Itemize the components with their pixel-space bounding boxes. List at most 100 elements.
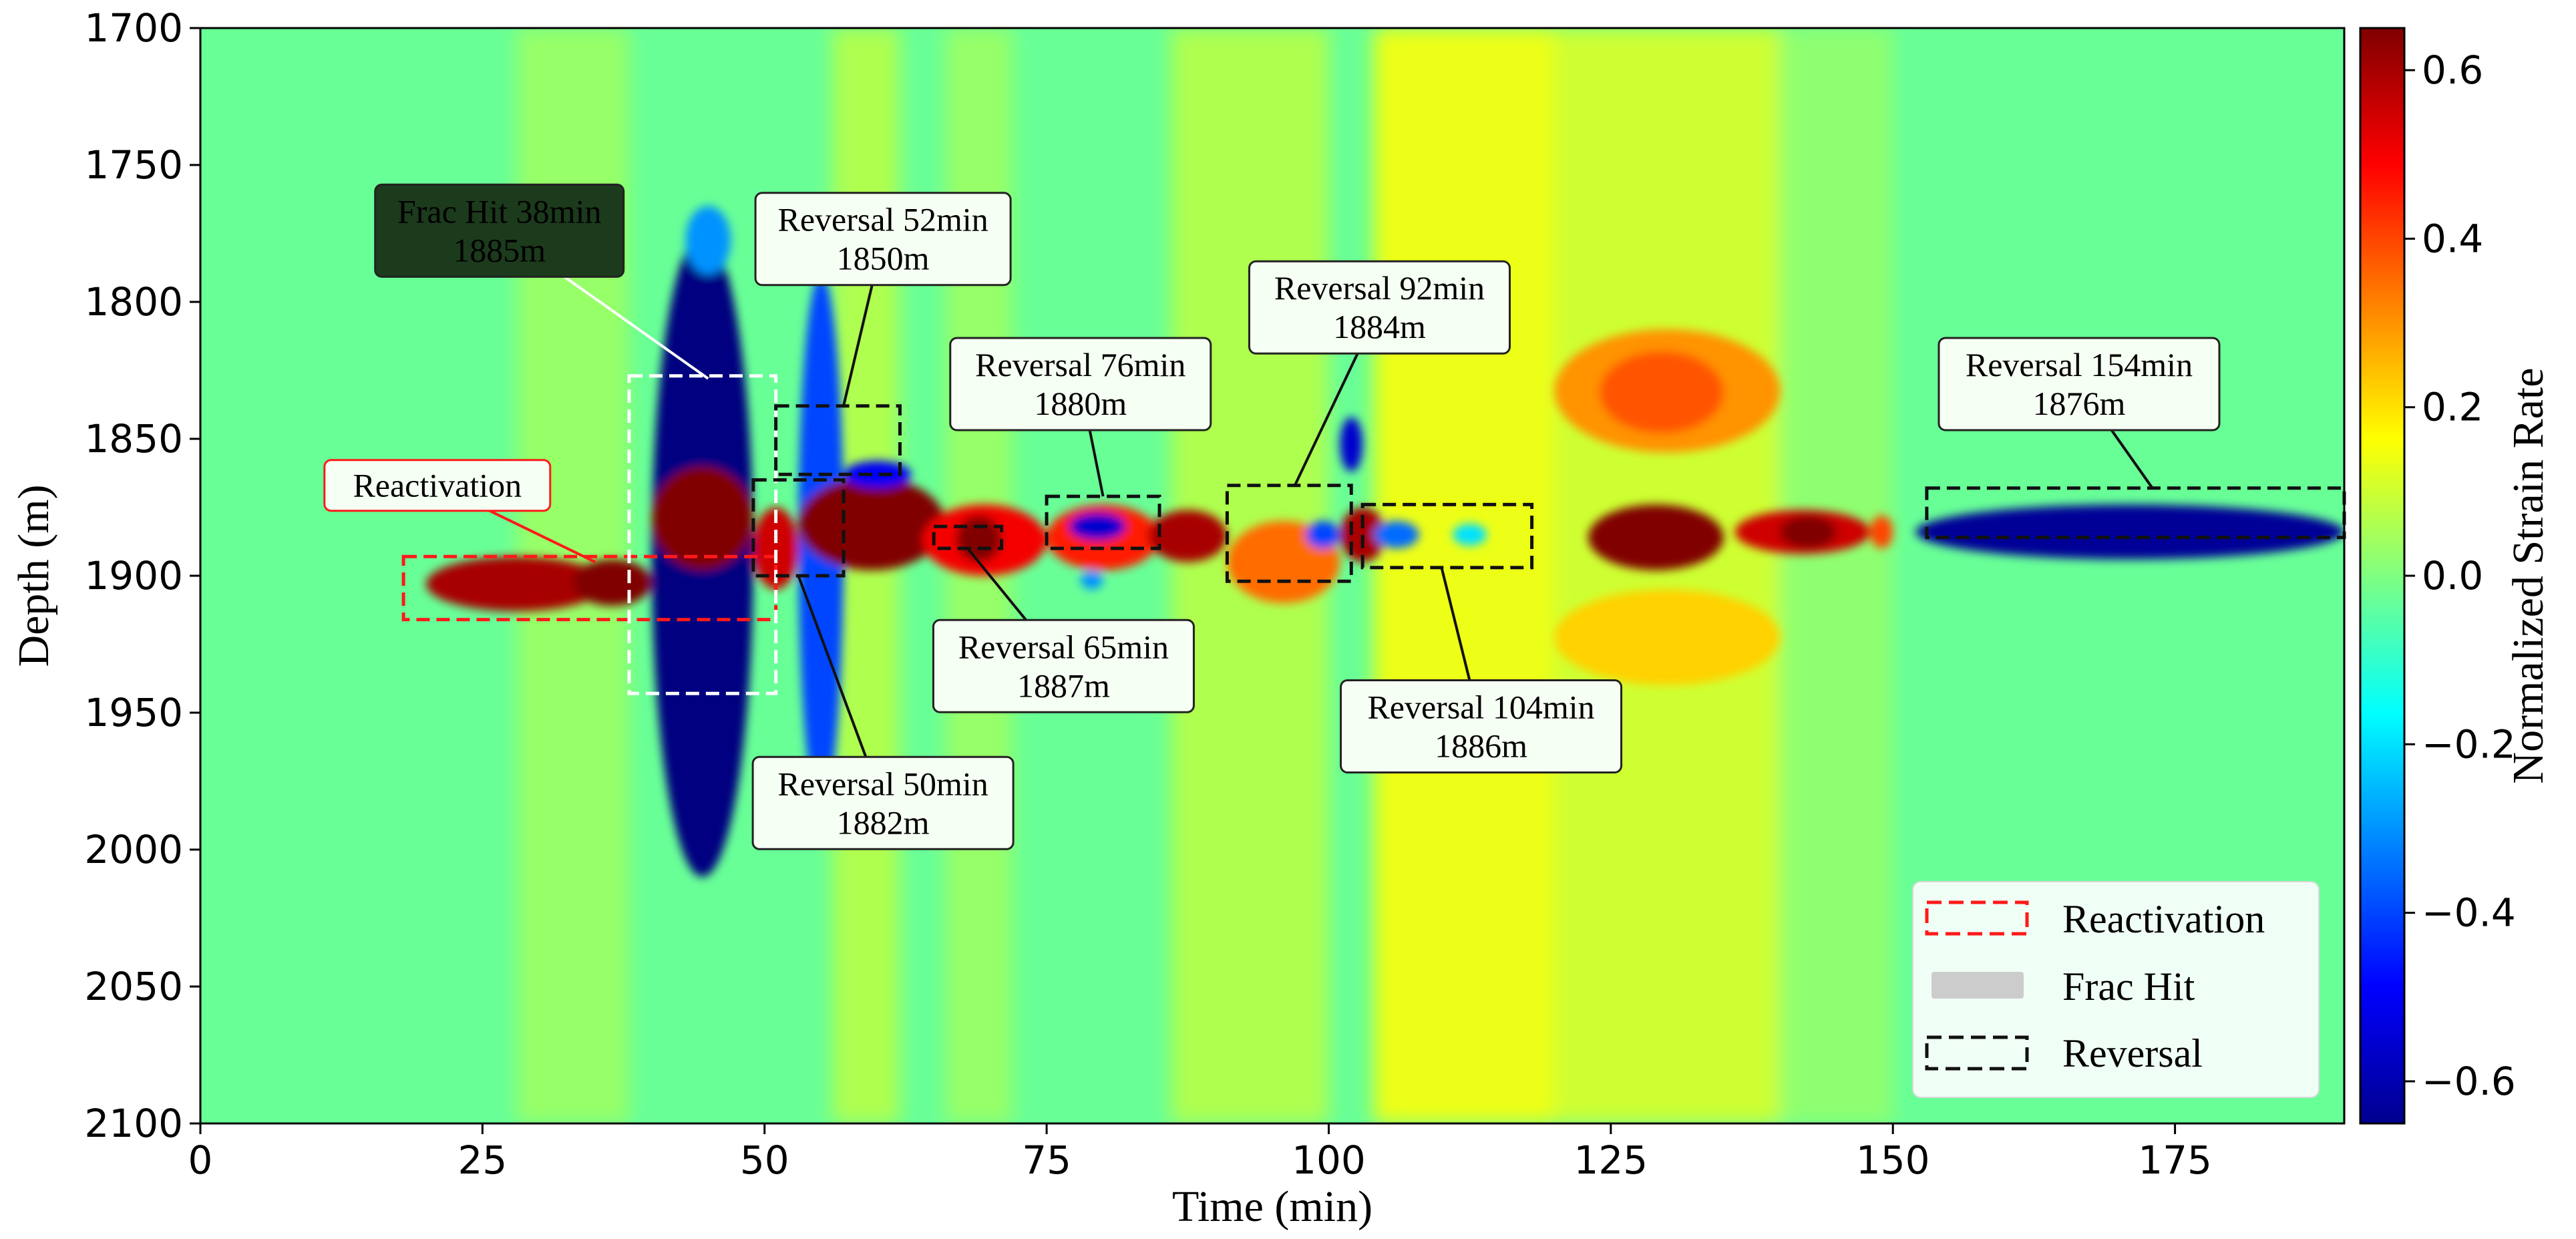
colorbar-tick-label: −0.2 (2422, 721, 2516, 767)
y-tick-label: 1950 (84, 690, 183, 735)
heatmap-feature (1870, 515, 1893, 549)
annotation-text: 1880m (1034, 385, 1127, 422)
heatmap-feature (651, 466, 753, 570)
heatmap-feature (1554, 589, 1781, 685)
y-tick-label: 1800 (84, 279, 183, 325)
heatmap-feature (685, 206, 731, 275)
annotation-text: 1885m (453, 231, 546, 269)
y-axis-ticks: 1700 1750 1800 1850 1900 1950 2000 2050 2100 (84, 5, 200, 1146)
annotation-text: 1850m (837, 240, 930, 277)
annotation-text: 1884m (1333, 308, 1426, 345)
annotation-text: Reversal 154min (1966, 346, 2193, 383)
x-tick-label: 75 (1022, 1137, 1071, 1183)
heatmap-band (1554, 28, 1781, 1123)
heatmap-feature (1080, 570, 1103, 590)
y-tick-label: 2050 (84, 964, 183, 1009)
x-tick-label: 25 (457, 1137, 507, 1183)
heatmap-feature (572, 559, 652, 606)
legend-reactivation-swatch (1925, 900, 2029, 936)
colorbar-ticks: 0.6 0.4 0.2 0.0 −0.2 −0.4 −0.6 (2404, 47, 2516, 1104)
y-tick-label: 2100 (84, 1101, 183, 1146)
heatmap-feature (1599, 351, 1724, 433)
legend-frame (1912, 881, 2320, 1098)
annotation-text: 1882m (837, 804, 930, 841)
heatmap-feature (1588, 504, 1724, 570)
annotation-label-box (323, 459, 552, 512)
heatmap-band (1374, 28, 1555, 1123)
colorbar-tick-label: −0.6 (2422, 1059, 2516, 1104)
reversal-box (932, 524, 1004, 550)
legend-frac-hit-swatch (1931, 972, 2024, 999)
annotation-label-box (754, 192, 1012, 287)
heatmap-feature (425, 556, 607, 612)
colorbar-tick-label: 0.4 (2422, 216, 2483, 261)
heatmap-feature (753, 507, 799, 590)
heatmap-feature (1374, 521, 1419, 548)
x-axis-ticks: 0 25 50 75 100 125 150 175 (188, 1123, 2212, 1183)
y-tick-label: 1850 (84, 416, 183, 462)
annotation-text: Reversal 50min (778, 765, 988, 802)
reversal-box (1360, 502, 1534, 570)
heatmap-band (1780, 28, 1893, 1123)
heatmap-feature (1780, 515, 1837, 549)
y-axis-label: Depth (m) (9, 484, 58, 667)
heatmap-feature (1453, 524, 1487, 546)
colorbar-tick-label: 0.2 (2422, 385, 2483, 430)
y-tick-label: 1700 (84, 5, 183, 51)
annotation-label-box (1248, 260, 1511, 355)
annotation-text: Reversal 76min (975, 346, 1185, 383)
annotation-text: 1876m (2033, 385, 2126, 422)
legend-reactivation-label: Reactivation (2062, 897, 2265, 941)
legend-reversal-label: Reversal (2062, 1031, 2203, 1075)
legend-frac-hit-label: Frac Hit (2062, 964, 2195, 1009)
colorbar-tick-label: 0.0 (2422, 553, 2483, 598)
colorbar: 0.6 0.4 0.2 0.0 −0.2 −0.4 −0.6 Normalized Stra… (2359, 27, 2553, 1125)
reversal-box (1225, 484, 1353, 583)
annotation-label-box (374, 183, 625, 278)
heatmap-feature (956, 515, 1002, 562)
x-tick-label: 0 (188, 1137, 213, 1183)
annotation-label-box (1340, 679, 1623, 773)
annotation-text: Reversal 52min (778, 201, 988, 238)
annotation-text: Frac Hit 38min (397, 192, 602, 230)
heatmap-feature (1340, 417, 1363, 472)
annotation-label-box (1938, 337, 2221, 431)
colorbar-label: Normalized Strain Rate (2504, 367, 2553, 783)
annotation-label-box (932, 618, 1195, 713)
annotation-text: Reactivation (353, 467, 522, 504)
y-tick-label: 1900 (84, 553, 183, 598)
y-tick-label: 2000 (84, 827, 183, 872)
colorbar-tick-label: −0.4 (2422, 890, 2516, 936)
x-tick-label: 50 (740, 1137, 789, 1183)
colorbar-gradient (2359, 27, 2406, 1125)
legend-reversal-swatch (1925, 1035, 2029, 1071)
highlight-boxes (401, 374, 2346, 695)
x-tick-label: 100 (1292, 1137, 1366, 1183)
legend: Reactivation Frac Hit Reversal (1912, 881, 2320, 1098)
heatmap-feature (798, 477, 946, 570)
heatmap-features (425, 206, 2344, 877)
annotation-label-box (949, 337, 1212, 431)
annotation-text: Reversal 65min (958, 628, 1169, 665)
annotation-text: Reversal 92min (1274, 269, 1485, 307)
heatmap-feature (1915, 504, 2344, 560)
heatmap-feature (1148, 510, 1228, 562)
reactivation-box (401, 554, 778, 622)
x-tick-label: 175 (2138, 1137, 2212, 1183)
annotation-text: 1886m (1435, 727, 1527, 765)
annotation-text: Reversal 104min (1367, 689, 1594, 726)
reactivation-annotation: Reactivation (323, 459, 596, 564)
heatmap-feature (844, 460, 912, 488)
annotation-text: 1887m (1017, 667, 1110, 704)
x-tick-label: 125 (1574, 1137, 1648, 1183)
colorbar-tick-label: 0.6 (2422, 47, 2483, 93)
